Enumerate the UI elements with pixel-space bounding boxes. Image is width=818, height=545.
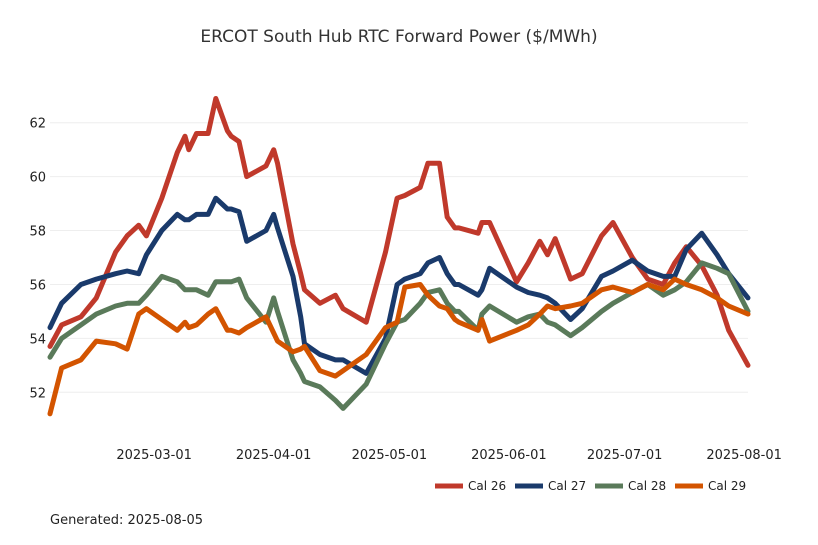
x-tick-label: 2025-03-01: [116, 448, 192, 463]
series-line-cal-29: [47, 276, 751, 417]
series-line-cal-27: [47, 195, 751, 376]
y-tick-label: 62: [29, 117, 46, 132]
y-axis-ticks: 52 54 56 58 60 62: [29, 117, 46, 402]
y-tick-label: 60: [29, 171, 46, 186]
chart-title: ERCOT South Hub RTC Forward Power ($/MWh…: [200, 27, 598, 47]
gridlines: [50, 122, 748, 393]
x-axis-ticks: 2025-03-01 2025-04-01 2025-05-01 2025-06-01…: [116, 448, 782, 463]
legend-label: Cal 27: [548, 479, 586, 493]
y-tick-label: 58: [29, 225, 46, 240]
y-tick-label: 52: [29, 386, 46, 401]
generated-date-note: Generated: 2025-08-05: [50, 513, 204, 528]
x-tick-label: 2025-08-01: [706, 448, 782, 463]
x-tick-label: 2025-06-01: [471, 448, 547, 463]
legend-label: Cal 28: [628, 479, 666, 493]
x-tick-label: 2025-04-01: [236, 448, 312, 463]
series-line-cal-26: [47, 96, 751, 368]
y-tick-label: 56: [29, 278, 46, 293]
series-lines: [47, 96, 751, 417]
legend: Cal 26 Cal 27 Cal 28 Cal 29: [435, 479, 746, 493]
x-tick-label: 2025-05-01: [352, 448, 428, 463]
series-line-cal-28: [47, 260, 751, 411]
y-tick-label: 54: [29, 332, 46, 347]
legend-label: Cal 29: [708, 479, 746, 493]
x-tick-label: 2025-07-01: [587, 448, 663, 463]
legend-label: Cal 26: [468, 479, 506, 493]
